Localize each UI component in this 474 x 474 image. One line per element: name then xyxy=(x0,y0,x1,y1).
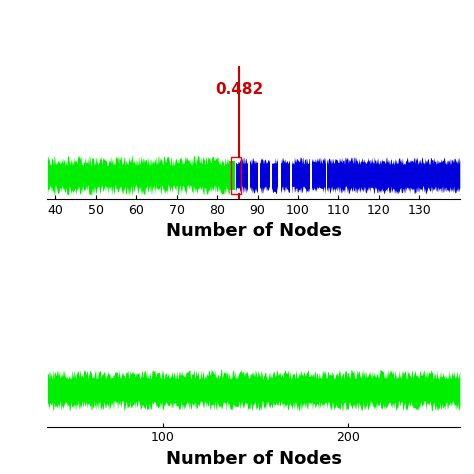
Bar xyxy=(231,156,241,194)
Text: 0.482: 0.482 xyxy=(215,82,264,97)
X-axis label: Number of Nodes: Number of Nodes xyxy=(165,450,342,468)
X-axis label: Number of Nodes: Number of Nodes xyxy=(165,222,342,240)
